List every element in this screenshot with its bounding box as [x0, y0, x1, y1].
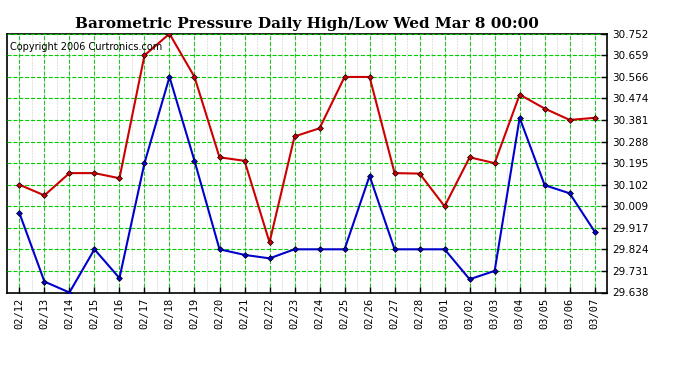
Title: Barometric Pressure Daily High/Low Wed Mar 8 00:00: Barometric Pressure Daily High/Low Wed M… [75, 17, 539, 31]
Text: Copyright 2006 Curtronics.com: Copyright 2006 Curtronics.com [10, 42, 162, 51]
